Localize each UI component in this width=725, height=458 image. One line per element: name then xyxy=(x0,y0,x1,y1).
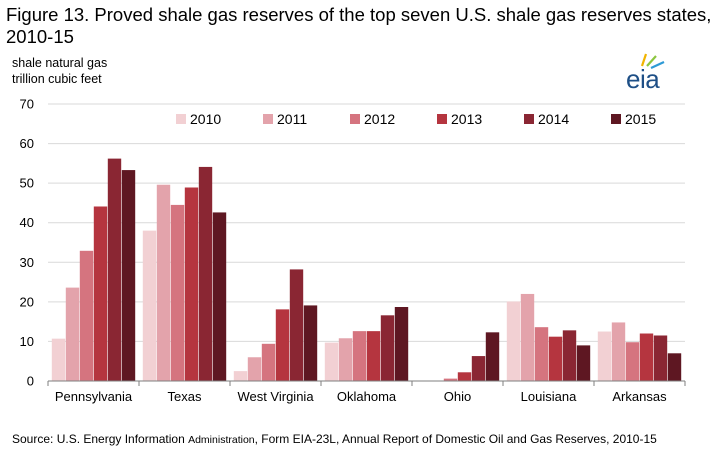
bar-2014-texas xyxy=(198,166,213,381)
bar-2015-texas xyxy=(212,212,227,381)
legend-label-2012: 2012 xyxy=(364,111,395,127)
y-tick-label: 20 xyxy=(20,294,34,309)
legend-label-2015: 2015 xyxy=(625,111,656,127)
bar-2012-arkansas xyxy=(625,342,640,381)
bar-2015-louisiana xyxy=(576,345,591,381)
bar-2013-pennsylvania xyxy=(93,206,108,381)
legend-label-2011: 2011 xyxy=(277,111,307,127)
eia-logo-text: eia xyxy=(626,64,660,94)
bar-2011-arkansas xyxy=(611,322,626,381)
y-axis-label-line2: trillion cubic feet xyxy=(12,72,102,86)
bar-2013-west-virginia xyxy=(275,309,290,381)
bar-2015-ohio xyxy=(485,332,500,381)
bar-2010-pennsylvania xyxy=(51,338,66,381)
source-part2: Administration xyxy=(188,434,255,446)
bar-2014-louisiana xyxy=(562,330,577,381)
eia-logo-rays-icon xyxy=(640,53,665,69)
x-tick-label: Arkansas xyxy=(612,389,667,404)
y-tick-label: 40 xyxy=(20,215,34,230)
bar-2012-texas xyxy=(170,204,185,381)
bar-2015-arkansas xyxy=(667,353,682,381)
bar-2015-oklahoma xyxy=(394,307,409,381)
bar-2010-texas xyxy=(142,230,157,381)
bar-2012-oklahoma xyxy=(352,331,367,381)
bar-2011-pennsylvania xyxy=(65,287,80,381)
legend-swatch-2014 xyxy=(524,114,534,124)
legend-label-2010: 2010 xyxy=(190,111,221,127)
axes: 0 10 20 30 40 50 60 70 Pennsylvania Texas West Vir… xyxy=(20,97,686,404)
source-part1: Source: U.S. Energy Information xyxy=(12,432,189,446)
x-tick-label: Louisiana xyxy=(521,389,577,404)
bar-2010-oklahoma xyxy=(324,342,339,381)
bar-2010-louisiana xyxy=(506,301,521,381)
bar-2014-west-virginia xyxy=(289,269,304,381)
bar-2014-ohio xyxy=(471,356,486,381)
bar-2014-pennsylvania xyxy=(107,158,122,381)
x-tick-label: Ohio xyxy=(444,389,471,404)
legend-swatch-2012 xyxy=(350,114,360,124)
y-tick-label: 30 xyxy=(20,255,34,270)
bars xyxy=(51,158,682,381)
x-tick-label: Texas xyxy=(168,389,202,404)
legend-swatch-2011 xyxy=(263,114,273,124)
chart-title: Figure 13. Proved shale gas reserves of … xyxy=(6,4,712,47)
legend-swatch-2013 xyxy=(437,114,447,124)
bar-2014-oklahoma xyxy=(380,315,395,381)
bar-2014-arkansas xyxy=(653,335,668,381)
source-note: Source: U.S. Energy Information Administ… xyxy=(12,432,657,446)
y-tick-label: 70 xyxy=(20,97,34,112)
y-tick-label: 10 xyxy=(20,334,34,349)
bar-2015-west-virginia xyxy=(303,305,318,381)
eia-logo: eia xyxy=(620,52,680,94)
x-tick-label: Pennsylvania xyxy=(55,389,133,404)
bar-2013-oklahoma xyxy=(366,331,381,381)
legend: 2010 2011 2012 2013 2014 2015 xyxy=(176,111,656,127)
bar-2011-texas xyxy=(156,184,171,381)
bar-2012-louisiana xyxy=(534,327,549,381)
y-axis-label-line1: shale natural gas xyxy=(12,56,108,70)
x-tick-label: West Virginia xyxy=(237,389,314,404)
y-tick-label: 50 xyxy=(20,176,34,191)
legend-swatch-2010 xyxy=(176,114,186,124)
bar-2011-louisiana xyxy=(520,293,535,381)
legend-swatch-2015 xyxy=(611,114,621,124)
bar-2010-arkansas xyxy=(597,331,612,381)
bar-2012-ohio xyxy=(443,378,458,381)
legend-label-2013: 2013 xyxy=(451,111,482,127)
bar-2013-ohio xyxy=(457,372,472,381)
y-tick-label: 0 xyxy=(27,374,34,389)
bar-2013-arkansas xyxy=(639,333,654,381)
bar-2010-west-virginia xyxy=(233,371,248,381)
bar-2013-louisiana xyxy=(548,336,563,381)
bar-2012-pennsylvania xyxy=(79,250,94,381)
y-axis-label: shale natural gas trillion cubic feet xyxy=(12,55,107,87)
bar-2011-west-virginia xyxy=(247,357,262,381)
bar-2015-pennsylvania xyxy=(121,170,136,381)
x-tick-label: Oklahoma xyxy=(337,389,397,404)
bar-2013-texas xyxy=(184,187,199,381)
bar-2011-oklahoma xyxy=(338,338,353,381)
bar-2012-west-virginia xyxy=(261,343,276,381)
legend-label-2014: 2014 xyxy=(538,111,569,127)
y-tick-label: 60 xyxy=(20,136,34,151)
source-part3: , Form EIA-23L, Annual Report of Domesti… xyxy=(254,432,657,446)
